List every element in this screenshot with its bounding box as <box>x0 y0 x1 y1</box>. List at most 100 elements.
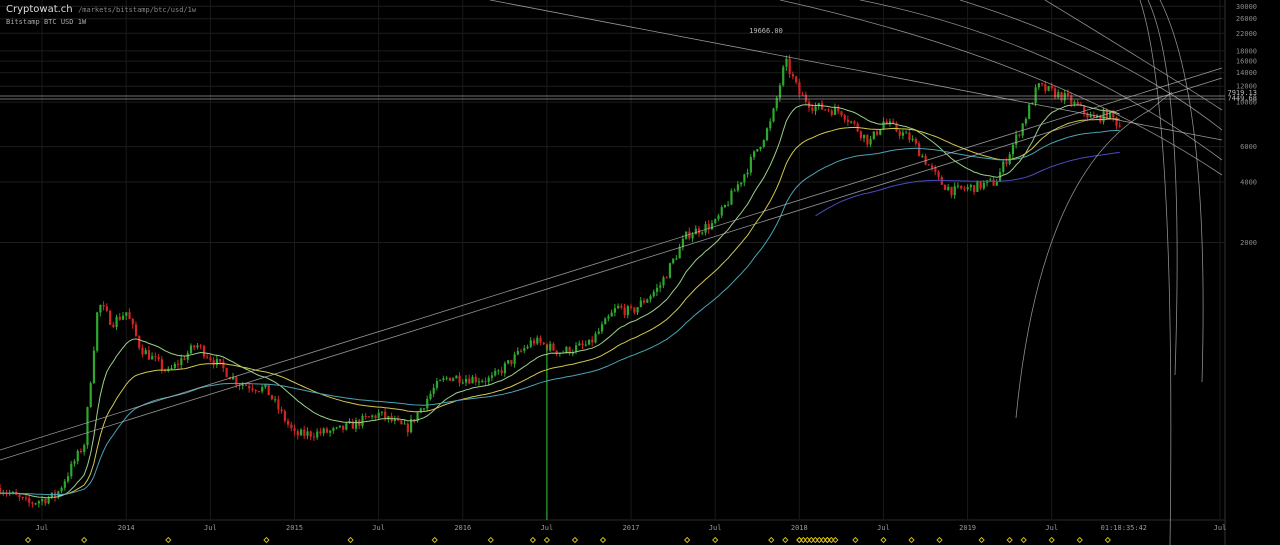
trend-line-rising <box>0 77 1223 461</box>
candle-body <box>837 107 840 112</box>
candle-body <box>753 151 756 158</box>
candle-body <box>597 331 600 334</box>
y-tick-label: 16000 <box>1236 58 1257 66</box>
candle-body <box>1118 125 1121 127</box>
candle-body <box>429 393 432 399</box>
x-tick-label: Jul <box>372 524 385 532</box>
candle-body <box>960 185 963 189</box>
candle-body <box>393 419 397 422</box>
candle-body <box>342 425 345 430</box>
candle-body <box>296 431 299 436</box>
candle-body <box>92 350 96 384</box>
candle-body <box>520 350 523 352</box>
site-title[interactable]: Cryptowat.ch <box>6 4 73 15</box>
candle-body <box>144 350 147 355</box>
candle-body <box>908 132 911 140</box>
event-marker <box>599 536 607 544</box>
candle-body <box>180 358 183 365</box>
candle-body <box>1112 110 1115 118</box>
candle-body <box>552 343 555 351</box>
candle-body <box>1053 88 1057 98</box>
candle-body <box>701 232 704 234</box>
event-marker <box>908 536 915 544</box>
fan-arc <box>959 0 1223 131</box>
candle-body <box>714 219 717 224</box>
candle-body <box>526 346 529 349</box>
x-tick-label: Jul <box>1214 524 1227 532</box>
candle-body <box>309 431 312 437</box>
candle-body <box>196 345 199 348</box>
candle-body <box>79 450 83 453</box>
candle-body <box>18 494 21 498</box>
x-tick-label: Jul <box>204 524 217 532</box>
event-marker <box>529 536 537 544</box>
candle-body <box>840 111 843 116</box>
candle-body <box>591 339 594 343</box>
candle-body <box>943 184 947 191</box>
event-marker <box>1048 536 1055 544</box>
candle-body <box>1073 102 1076 104</box>
candle-body <box>222 361 225 369</box>
arc-left <box>1015 91 1173 419</box>
candle-body <box>646 299 649 303</box>
candle-body <box>743 174 746 183</box>
candle-body <box>905 132 908 134</box>
event-marker <box>263 536 270 544</box>
candle-body <box>785 58 788 67</box>
candle-body <box>707 224 710 230</box>
candle-body <box>633 307 636 313</box>
candle-body <box>115 316 118 328</box>
candle-body <box>44 499 47 504</box>
candle-body <box>322 428 325 434</box>
candle-body <box>866 134 869 145</box>
y-tick-label: 10000 <box>1236 99 1257 107</box>
candle-body <box>688 231 691 239</box>
candle-body <box>665 277 668 279</box>
candle-body <box>772 108 775 122</box>
candle-body <box>1011 144 1015 155</box>
candle-body <box>125 312 128 316</box>
candle-body <box>594 333 597 343</box>
candle-body <box>503 363 507 374</box>
y-tick-label: 26000 <box>1236 15 1257 23</box>
candle-body <box>464 378 468 383</box>
candle-body <box>241 384 244 386</box>
event-marker <box>832 536 839 544</box>
candle-body <box>474 376 477 383</box>
event-marker <box>81 536 88 544</box>
candle-body <box>173 363 176 369</box>
candle-body <box>678 247 681 259</box>
candle-body <box>445 377 448 379</box>
candle-body <box>1028 104 1031 119</box>
candle-body <box>1044 84 1047 91</box>
event-marker <box>812 536 819 544</box>
candle-body <box>672 258 675 264</box>
candle-body <box>1115 117 1118 126</box>
price-label: 7919.13 <box>1227 89 1257 97</box>
candle-body <box>804 94 807 102</box>
candle-body <box>662 277 665 286</box>
candle-body <box>112 324 115 328</box>
candle-body <box>1076 102 1079 105</box>
candle-body <box>1105 110 1108 119</box>
candle-body <box>1015 134 1018 145</box>
candle-body <box>626 306 629 316</box>
candle-body <box>833 107 837 115</box>
y-axis: 2000 4000 6000 10000 12000 14000 16000 18000 220… <box>1236 3 1257 247</box>
candle-body <box>367 416 371 418</box>
event-marker <box>824 536 831 544</box>
event-marker <box>165 536 172 544</box>
candle-body <box>539 337 542 343</box>
candle-body <box>277 399 280 410</box>
candle-body <box>1083 105 1086 114</box>
candle-body <box>976 181 979 192</box>
candle-body <box>613 308 617 313</box>
candle-body <box>824 109 827 111</box>
candle-body <box>542 342 545 345</box>
candle-body <box>76 450 79 462</box>
candle-body <box>607 316 610 319</box>
candle-body <box>338 425 341 428</box>
candle-body <box>329 430 332 433</box>
y-tick-label: 18000 <box>1236 47 1257 55</box>
